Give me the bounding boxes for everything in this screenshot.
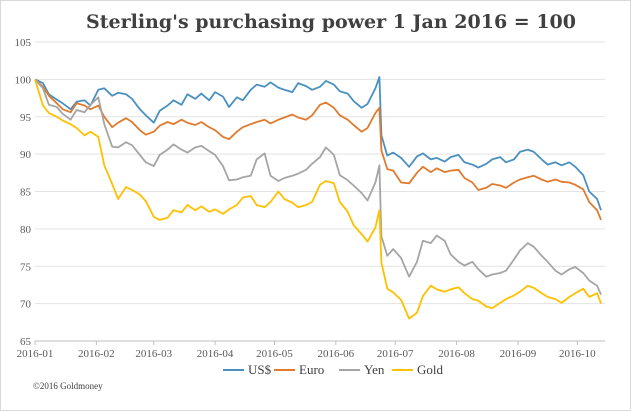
- x-tick-label: 2016-04: [197, 348, 234, 360]
- y-tick-label: 95: [20, 112, 32, 124]
- legend-label: Yen: [364, 362, 385, 377]
- x-tick-label: 2016-05: [256, 348, 293, 360]
- x-tick-label: 2016-03: [135, 348, 172, 360]
- y-tick-label: 75: [20, 261, 32, 273]
- y-tick-label: 105: [15, 37, 32, 49]
- x-tick-label: 2016-09: [500, 348, 537, 360]
- legend-label: Gold: [417, 362, 444, 377]
- legend: US$ Euro Yen Gold: [223, 362, 444, 377]
- y-tick-label: 90: [20, 149, 32, 161]
- y-tick-label: 70: [20, 299, 32, 311]
- x-tick-label: 2016-10: [559, 348, 596, 360]
- x-tick-label: 2016-06: [317, 348, 354, 360]
- y-tick-label: 85: [20, 187, 32, 199]
- x-tick-label: 2016-01: [17, 348, 54, 360]
- y-axis-ticks: 65 70 75 80 85 90 95 100 105: [15, 37, 32, 348]
- x-tick-label: 2016-07: [377, 348, 414, 360]
- copyright-credit: ©2016 Goldmoney: [33, 381, 103, 391]
- y-tick-label: 80: [20, 224, 32, 236]
- x-axis-ticks: 2016-01 2016-02 2016-03 2016-04 2016-05 2016-…: [17, 341, 596, 360]
- series-line-us: [34, 76, 602, 211]
- series-lines: [34, 76, 602, 320]
- legend-label: US$: [248, 362, 272, 377]
- y-tick-label: 65: [20, 336, 32, 348]
- legend-label: Euro: [299, 362, 324, 377]
- y-tick-label: 100: [15, 74, 32, 86]
- grid-lines: [35, 41, 605, 342]
- series-line-euro: [34, 78, 602, 221]
- x-tick-label: 2016-08: [438, 348, 475, 360]
- x-tick-label: 2016-02: [78, 348, 115, 360]
- series-line-gold: [34, 79, 602, 320]
- series-line-yen: [34, 78, 602, 296]
- chart-title: Sterling's purchasing power 1 Jan 2016 =…: [86, 11, 576, 33]
